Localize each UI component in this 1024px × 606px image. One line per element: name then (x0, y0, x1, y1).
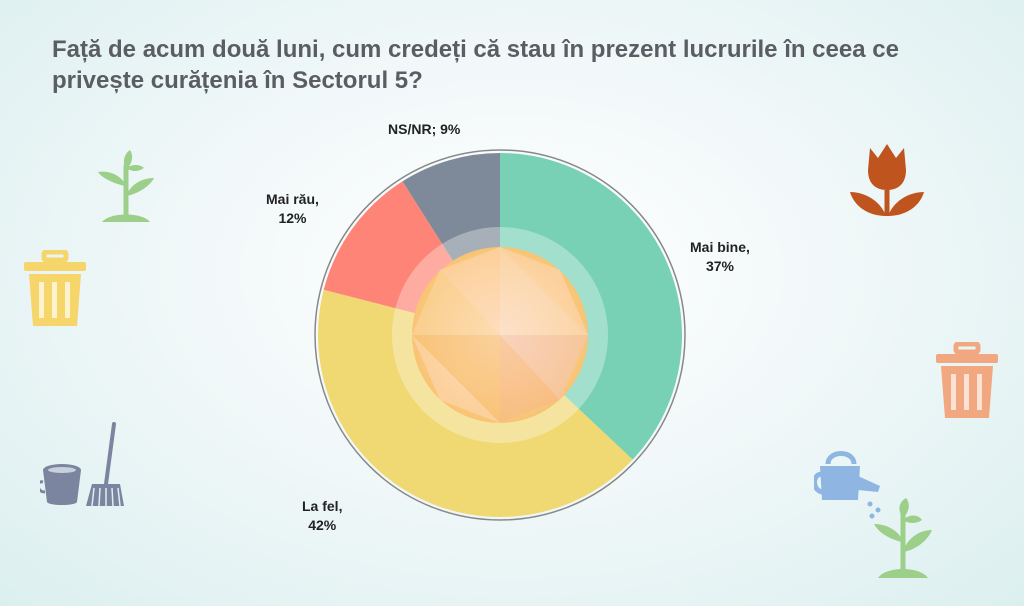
page-title: Față de acum două luni, cum credeți că s… (52, 36, 899, 94)
slice-name: Mai rău (266, 191, 316, 207)
pie-slice-mai-bine (500, 153, 683, 460)
plant-icon (98, 150, 154, 222)
slice-label-la-fel: La fel, 42% (302, 498, 343, 533)
center-facets (412, 247, 588, 423)
outer-ring (314, 149, 686, 521)
slice-label-mai-bine: Mai bine, 37% (690, 239, 750, 274)
slice-value: 9% (440, 121, 461, 137)
slice-label-ns-nr: NS/NR; 9% (388, 121, 461, 137)
slice-value: 42% (308, 517, 337, 533)
plant-icon (874, 498, 932, 578)
slice-name: NS/NR (388, 121, 432, 137)
trash-can-icon (24, 250, 86, 326)
trash-can-icon (936, 342, 998, 418)
slice-value: 12% (278, 210, 307, 226)
watering-can-icon (814, 451, 881, 519)
tulip-icon (850, 144, 924, 216)
slice-name: La fel (302, 498, 339, 514)
slice-value: 37% (705, 258, 734, 274)
slice-label-mai-rau: Mai rău, 12% (266, 191, 319, 226)
slice-name: Mai bine (690, 239, 747, 255)
bucket-mop-icon (40, 422, 124, 507)
